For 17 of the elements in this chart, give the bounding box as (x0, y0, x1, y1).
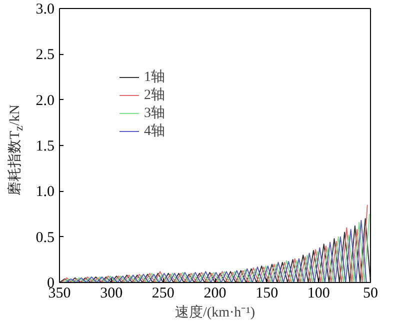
legend-label: 4轴 (144, 122, 165, 140)
y-tick-label: 1.0 (36, 184, 54, 200)
y-tick-label: 2.5 (36, 47, 54, 64)
x-tick-label: 100 (307, 286, 330, 302)
x-tick-label: 150 (256, 286, 278, 302)
legend-label: 1轴 (144, 68, 165, 86)
y-tick-label: 3.0 (36, 2, 54, 18)
x-axis-title: 速度/(km·h⁻¹) (175, 304, 256, 320)
y-tick-label: 2.0 (36, 92, 54, 109)
y-tick-label: 1.5 (36, 138, 54, 154)
legend-label: 2轴 (144, 86, 165, 104)
x-tick-label: 300 (100, 286, 123, 302)
x-tick-label: 50 (363, 286, 378, 302)
x-tick-label: 200 (204, 286, 226, 302)
y-tick-label: 0.5 (36, 230, 54, 246)
x-tick-label: 250 (152, 286, 174, 302)
legend-label: 3轴 (144, 104, 165, 122)
